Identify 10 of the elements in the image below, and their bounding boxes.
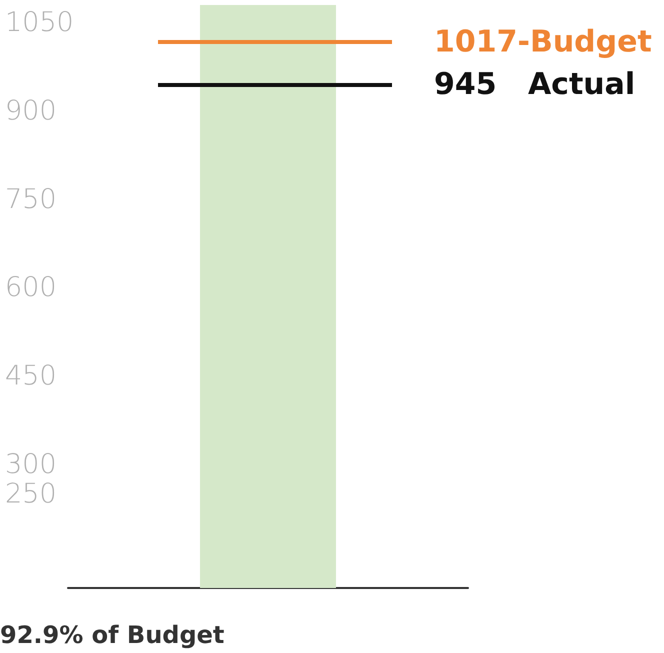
ref-line-label: 945 Actual (434, 67, 636, 102)
y-tick-label: 1050 (5, 7, 74, 38)
text: 92.9% of Budget (0, 621, 224, 649)
y-tick-label: 250 (5, 478, 57, 510)
y-tick-label: 300 (5, 448, 57, 480)
ref-line-label: 1017-Budget (434, 24, 652, 60)
y-tick-label: 450 (5, 360, 57, 392)
y-tick-label: 600 (5, 272, 57, 304)
y-tick-label: 900 (5, 96, 57, 126)
y-tick-label: 750 (5, 184, 57, 215)
